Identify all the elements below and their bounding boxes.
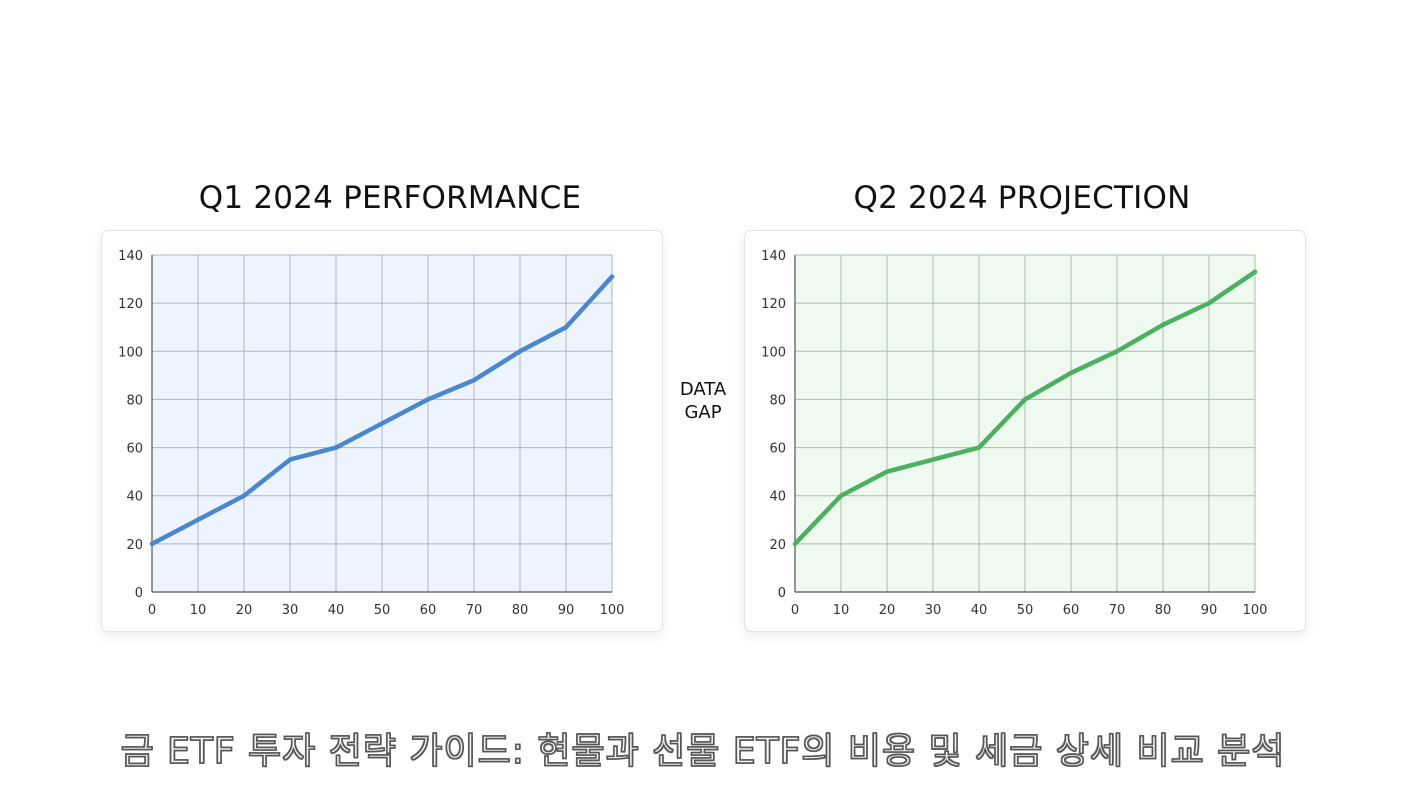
- x-tick-label: 90: [558, 603, 575, 618]
- data-point: [1252, 269, 1258, 275]
- line-chart-q2: 0 10 20 30 40 50 60 70 80 90 100 0 20 40 60 80 100 120 140: [761, 249, 1268, 618]
- data-point: [1022, 397, 1028, 402]
- y-tick-label: 0: [135, 586, 143, 601]
- data-point: [609, 274, 615, 279]
- x-tick-label: 0: [148, 603, 156, 618]
- y-tick-label: 40: [769, 490, 786, 505]
- y-tick-label: 140: [118, 249, 143, 264]
- chart-title-q1: Q1 2024 PERFORMANCE: [198, 180, 582, 216]
- x-tick-label: 20: [236, 603, 253, 618]
- x-tick-label: 60: [420, 603, 437, 618]
- x-tick-label: 50: [374, 603, 391, 618]
- y-tick-label: 80: [126, 393, 143, 408]
- data-point: [517, 349, 523, 354]
- x-tick-label: 40: [328, 603, 345, 618]
- x-tick-label: 100: [600, 603, 625, 618]
- data-gap-label: DATA GAP: [668, 378, 738, 424]
- chart-title-q2: Q2 2024 PROJECTION: [853, 180, 1191, 216]
- data-point: [930, 457, 936, 462]
- data-point: [379, 421, 385, 426]
- data-point: [287, 457, 293, 462]
- data-point: [838, 493, 844, 498]
- x-tick-label: 80: [512, 603, 529, 618]
- data-point: [1206, 300, 1212, 306]
- y-tick-label: 140: [761, 249, 786, 264]
- x-tick-label: 30: [925, 603, 942, 618]
- y-tick-label: 20: [126, 538, 143, 553]
- data-point: [1114, 349, 1120, 354]
- y-tick-label: 120: [118, 297, 143, 312]
- x-tick-label: 70: [466, 603, 483, 618]
- x-tick-label: 10: [190, 603, 207, 618]
- data-gap-line2: GAP: [684, 402, 722, 423]
- data-point: [792, 541, 798, 547]
- page-caption: 금 ETF 투자 전략 가이드: 현물과 선물 ETF의 비용 및 세금 상세 …: [120, 730, 1286, 772]
- x-tick-label: 90: [1201, 603, 1218, 618]
- data-point: [149, 541, 155, 547]
- x-tick-label: 80: [1155, 603, 1172, 618]
- data-point: [471, 377, 477, 383]
- chart-panel-q2: 0 10 20 30 40 50 60 70 80 90 100 0 20 40 60 80 100 120 140: [744, 230, 1306, 632]
- y-tick-label: 80: [769, 393, 786, 408]
- y-tick-label: 120: [761, 297, 786, 312]
- data-point: [884, 469, 890, 474]
- x-tick-label: 50: [1017, 603, 1034, 618]
- x-tick-label: 70: [1109, 603, 1126, 618]
- y-tick-label: 40: [126, 490, 143, 505]
- data-point: [241, 493, 247, 498]
- y-tick-label: 0: [778, 586, 786, 601]
- chart-panel-q1: 0 10 20 30 40 50 60 70 80 90 100 0 20 40 60 80 100 120 140: [101, 230, 663, 632]
- y-tick-label: 100: [118, 345, 143, 360]
- x-tick-label: 60: [1063, 603, 1080, 618]
- data-point: [976, 445, 982, 450]
- x-tick-label: 10: [833, 603, 850, 618]
- data-point: [563, 325, 569, 330]
- y-tick-label: 60: [126, 442, 143, 457]
- data-gap-line1: DATA: [679, 379, 727, 400]
- y-tick-label: 100: [761, 345, 786, 360]
- data-point: [1160, 322, 1166, 328]
- x-tick-label: 100: [1243, 603, 1268, 618]
- data-point: [333, 445, 339, 450]
- y-tick-label: 60: [769, 442, 786, 457]
- x-tick-label: 30: [282, 603, 299, 618]
- y-tick-label: 20: [769, 538, 786, 553]
- x-tick-label: 0: [791, 603, 799, 618]
- x-tick-label: 40: [971, 603, 988, 618]
- x-tick-label: 20: [879, 603, 896, 618]
- data-point: [1068, 370, 1074, 376]
- data-point: [195, 517, 201, 522]
- data-point: [425, 397, 431, 402]
- line-chart-q1: 0 10 20 30 40 50 60 70 80 90 100 0 20 40 60 80 100 120 140: [118, 249, 625, 618]
